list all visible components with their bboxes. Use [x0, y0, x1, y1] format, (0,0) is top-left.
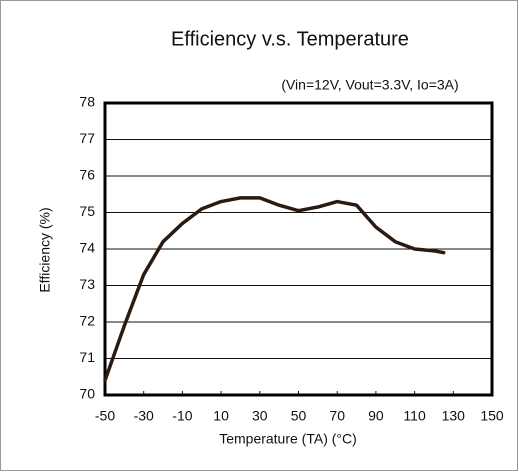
y-tick-label: 71 — [79, 349, 95, 365]
x-tick-label: 70 — [329, 408, 345, 424]
y-tick-label: 77 — [79, 130, 95, 146]
series-line — [103, 196, 446, 383]
y-tick-label: 73 — [79, 276, 95, 292]
y-tick-label: 76 — [79, 167, 95, 183]
x-axis-label: Temperature (TA) (°C) — [219, 431, 357, 447]
x-tick-label: 30 — [252, 408, 268, 424]
x-tick-label: -50 — [95, 408, 115, 424]
y-tick-label: 70 — [79, 386, 95, 402]
x-tick-label: 110 — [403, 408, 426, 424]
x-tick-label: 10 — [213, 408, 229, 424]
chart-title: Efficiency v.s. Temperature — [171, 28, 409, 50]
x-tick-label: 150 — [480, 408, 504, 424]
y-tick-label: 74 — [79, 240, 95, 256]
plot-border — [103, 101, 494, 397]
y-tick-label: 75 — [79, 203, 95, 219]
y-axis-label: Efficiency (%) — [37, 207, 53, 292]
x-tick-label: -10 — [172, 408, 192, 424]
chart-subtitle: (Vin=12V, Vout=3.3V, Io=3A) — [281, 77, 458, 93]
x-tick-label: 50 — [291, 408, 307, 424]
y-tick-label: 72 — [79, 313, 95, 329]
x-tick-label: 130 — [442, 408, 466, 424]
y-tick-label: 78 — [79, 94, 95, 110]
x-tick-label: -30 — [134, 408, 154, 424]
x-tick-label: 90 — [368, 408, 384, 424]
